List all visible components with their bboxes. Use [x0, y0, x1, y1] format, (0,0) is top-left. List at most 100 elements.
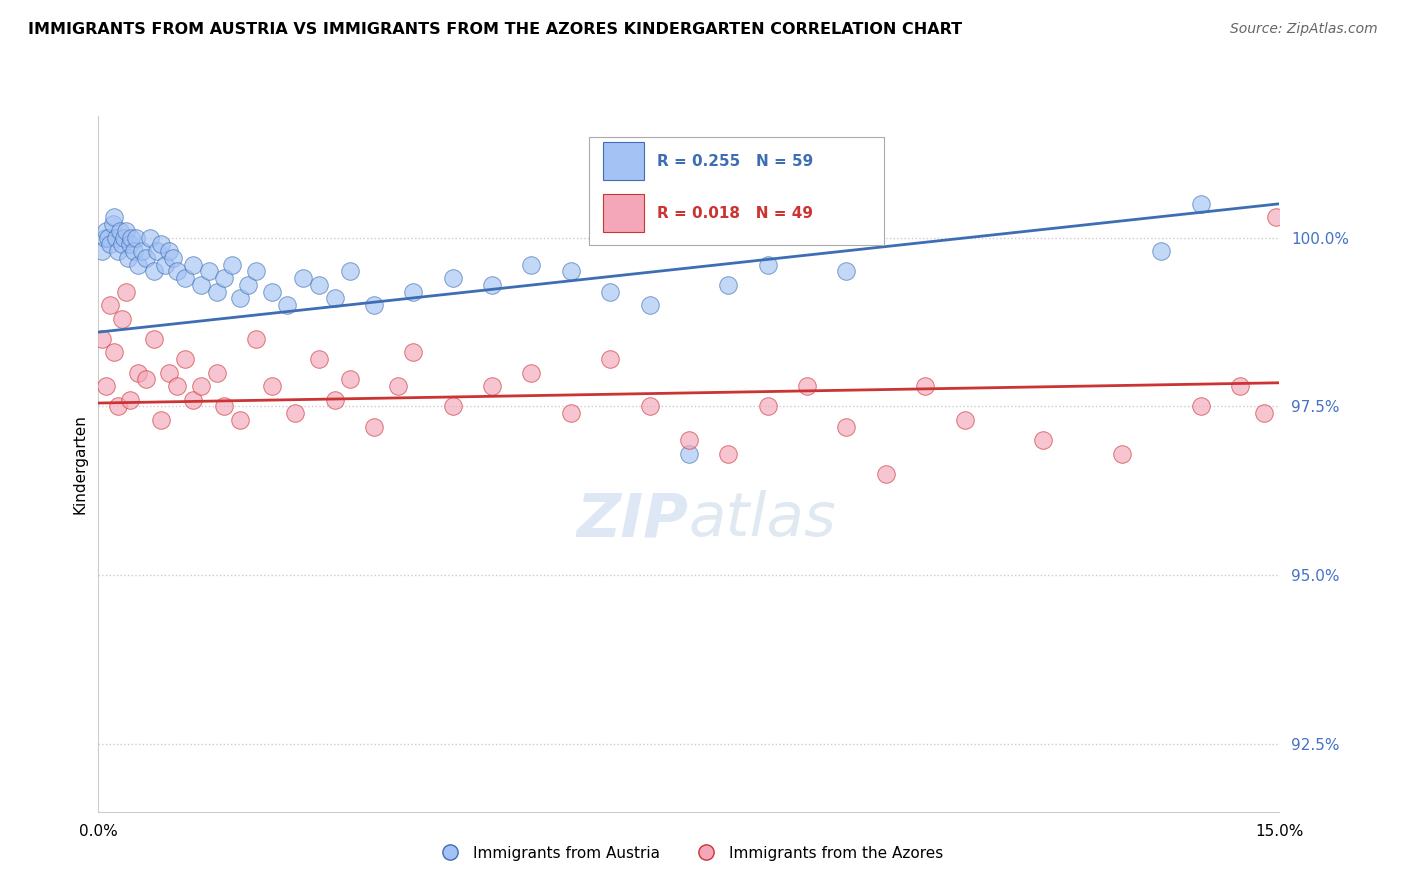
Point — [157, 366, 180, 380]
Point — [97, 230, 120, 244]
Point — [245, 332, 267, 346]
Point — [174, 352, 197, 367]
Point — [678, 447, 700, 461]
Point — [118, 237, 141, 252]
Point — [678, 433, 700, 447]
Point — [441, 271, 464, 285]
Text: R = 0.255   N = 59: R = 0.255 N = 59 — [657, 153, 813, 169]
Point — [638, 298, 661, 312]
Point — [387, 379, 409, 393]
Point — [520, 366, 543, 380]
Point — [93, 230, 115, 244]
Point — [115, 224, 138, 238]
Point — [205, 366, 228, 380]
Point — [117, 251, 139, 265]
Point — [835, 264, 858, 278]
Text: Source: ZipAtlas.com: Source: ZipAtlas.com — [1230, 22, 1378, 37]
Text: atlas: atlas — [689, 490, 837, 549]
Point — [756, 400, 779, 414]
Point — [91, 244, 114, 258]
Point — [197, 264, 219, 278]
Point — [131, 244, 153, 258]
FancyBboxPatch shape — [603, 194, 644, 233]
Point — [127, 366, 149, 380]
Point — [560, 264, 582, 278]
Point — [115, 285, 138, 299]
Point — [953, 413, 976, 427]
Point — [441, 400, 464, 414]
Point — [323, 392, 346, 407]
Point — [98, 237, 121, 252]
Point — [157, 244, 180, 258]
Point — [221, 258, 243, 272]
Point — [104, 230, 127, 244]
Text: ZIP: ZIP — [576, 490, 689, 549]
Point — [481, 379, 503, 393]
Point — [96, 379, 118, 393]
Y-axis label: Kindergarten: Kindergarten — [72, 414, 87, 514]
Point — [150, 413, 173, 427]
Point — [205, 285, 228, 299]
Point — [111, 311, 134, 326]
Point — [122, 244, 145, 258]
Point — [190, 379, 212, 393]
Point — [638, 400, 661, 414]
Text: IMMIGRANTS FROM AUSTRIA VS IMMIGRANTS FROM THE AZORES KINDERGARTEN CORRELATION C: IMMIGRANTS FROM AUSTRIA VS IMMIGRANTS FR… — [28, 22, 962, 37]
Point — [914, 379, 936, 393]
Point — [339, 264, 361, 278]
Point — [1253, 406, 1275, 420]
Point — [214, 271, 236, 285]
Point — [260, 285, 283, 299]
Point — [91, 332, 114, 346]
FancyBboxPatch shape — [589, 136, 884, 244]
Point — [112, 230, 135, 244]
Point — [142, 332, 165, 346]
Point — [1150, 244, 1173, 258]
Point — [162, 251, 184, 265]
Point — [323, 291, 346, 305]
Point — [308, 352, 330, 367]
Point — [181, 392, 204, 407]
Point — [142, 264, 165, 278]
Point — [717, 277, 740, 292]
Point — [190, 277, 212, 292]
Point — [107, 244, 129, 258]
Legend: Immigrants from Austria, Immigrants from the Azores: Immigrants from Austria, Immigrants from… — [429, 839, 949, 867]
Point — [599, 285, 621, 299]
Point — [166, 264, 188, 278]
Point — [308, 277, 330, 292]
Point — [875, 467, 897, 481]
Point — [402, 345, 425, 359]
Point — [166, 379, 188, 393]
Point — [146, 244, 169, 258]
Point — [339, 372, 361, 386]
Point — [155, 258, 177, 272]
Point — [101, 217, 124, 231]
Point — [150, 237, 173, 252]
Point — [1189, 400, 1212, 414]
Point — [138, 230, 160, 244]
Point — [236, 277, 259, 292]
Point — [1229, 379, 1251, 393]
Point — [107, 400, 129, 414]
Point — [276, 298, 298, 312]
Point — [835, 419, 858, 434]
Point — [292, 271, 315, 285]
Point — [118, 392, 141, 407]
Point — [560, 406, 582, 420]
Point — [402, 285, 425, 299]
Point — [214, 400, 236, 414]
Point — [121, 230, 143, 244]
Point — [98, 298, 121, 312]
Point — [127, 258, 149, 272]
Point — [110, 224, 132, 238]
Point — [260, 379, 283, 393]
Point — [1111, 447, 1133, 461]
Point — [1189, 196, 1212, 211]
Point — [103, 345, 125, 359]
Point — [135, 251, 157, 265]
Point — [599, 352, 621, 367]
Point — [135, 372, 157, 386]
Point — [229, 413, 252, 427]
Point — [284, 406, 307, 420]
